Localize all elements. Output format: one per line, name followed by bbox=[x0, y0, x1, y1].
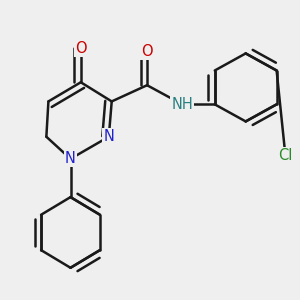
Text: N: N bbox=[65, 151, 76, 166]
Text: N: N bbox=[103, 129, 114, 144]
Text: NH: NH bbox=[172, 97, 193, 112]
Text: Cl: Cl bbox=[278, 148, 292, 164]
Text: O: O bbox=[75, 41, 87, 56]
Text: O: O bbox=[141, 44, 153, 59]
